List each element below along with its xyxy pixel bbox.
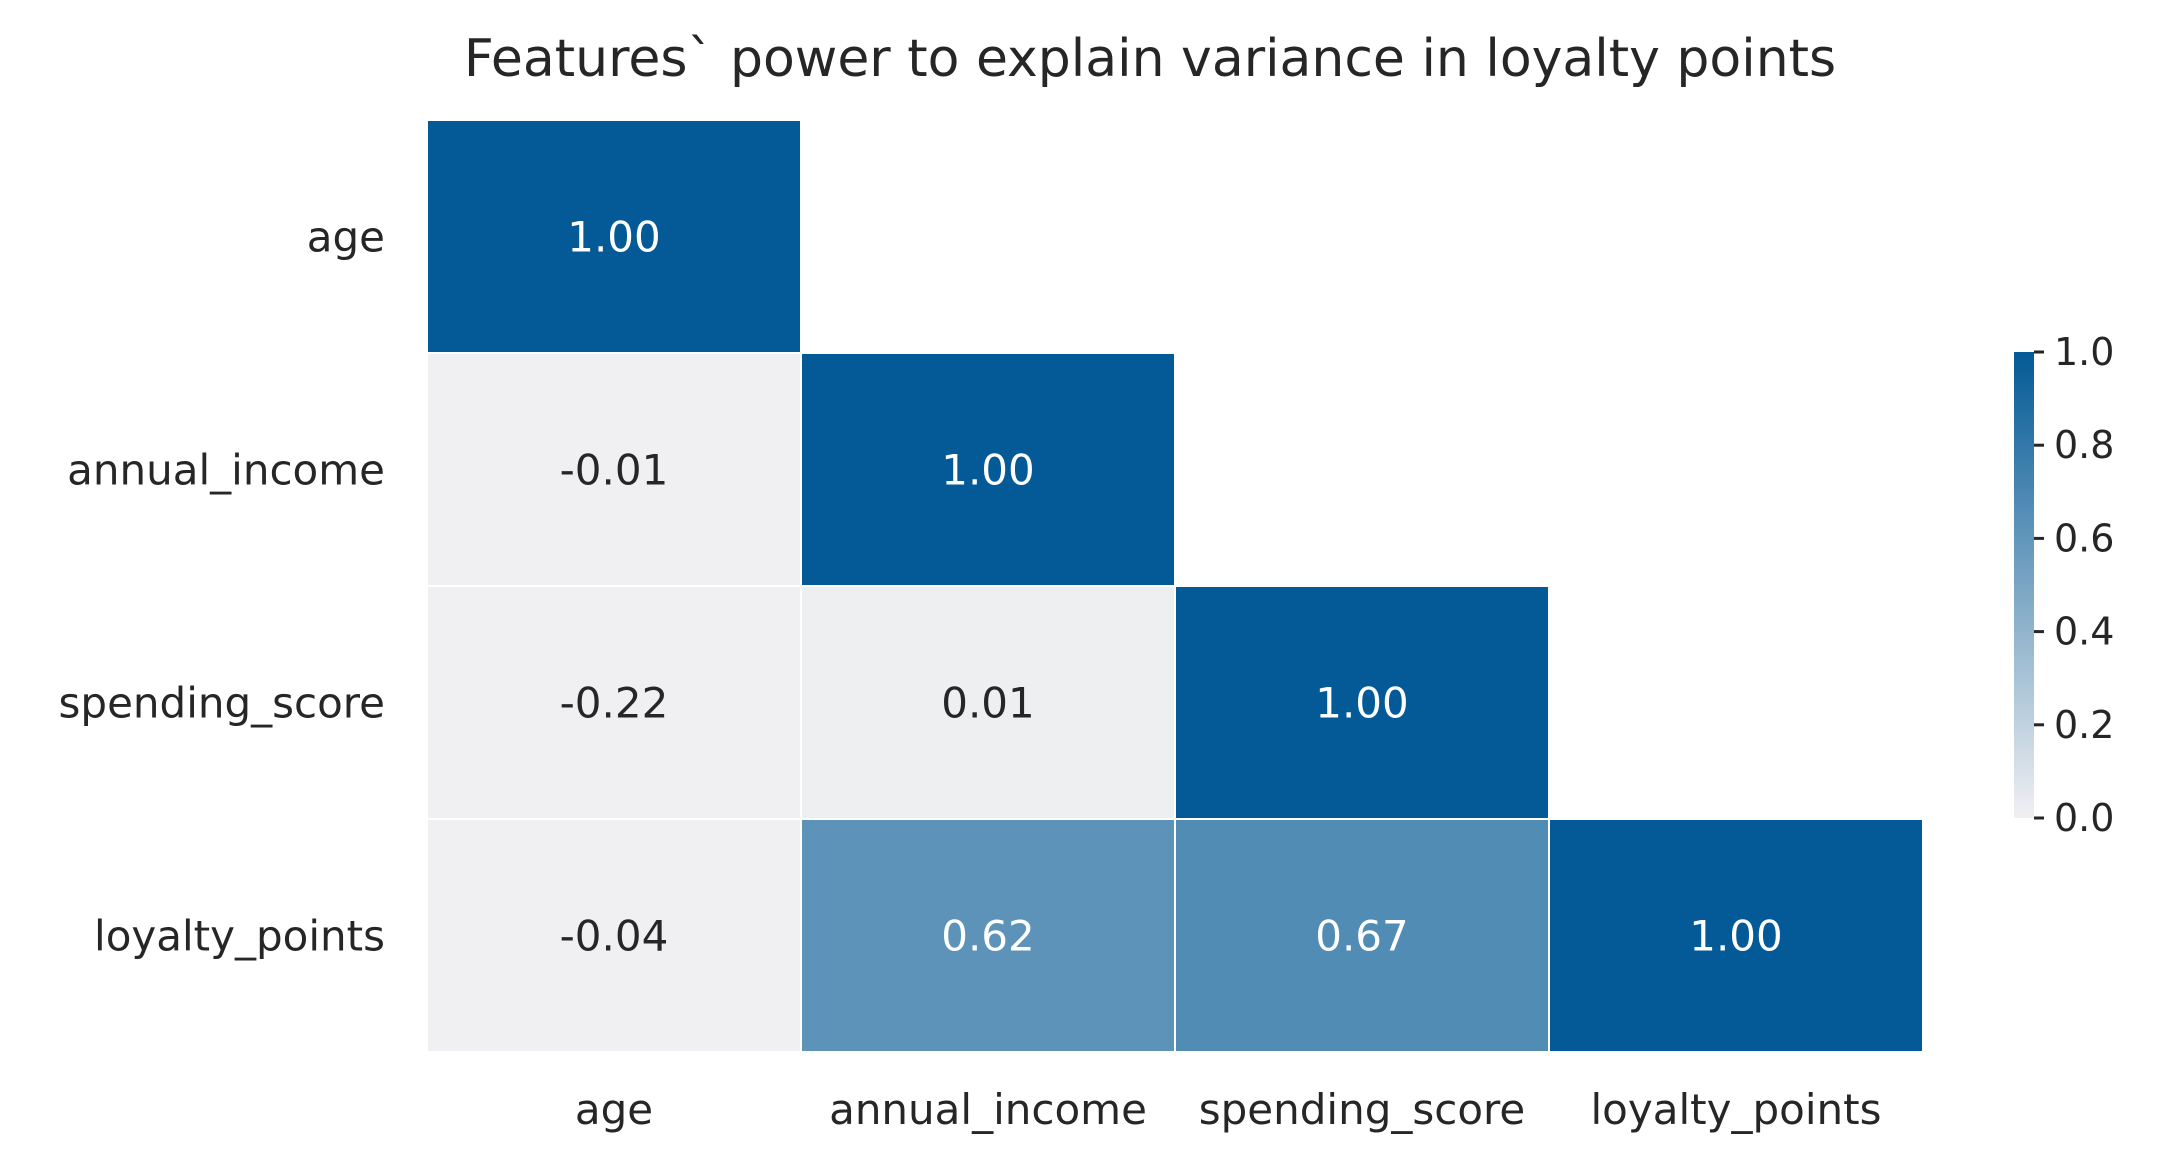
heatmap-cell-spending_score-spending_score — [1174, 585, 1550, 820]
colorbar-tick-label: 0.8 — [2054, 423, 2114, 467]
heatmap-cell-annual_income-age — [426, 352, 802, 587]
cell-value-label: -0.22 — [560, 679, 669, 728]
cell-value-label: 1.00 — [941, 446, 1035, 495]
cell-value-label: 0.62 — [941, 912, 1035, 961]
column-label-spending_score: spending_score — [1199, 1085, 1525, 1134]
row-label-loyalty_points: loyalty_points — [94, 912, 385, 961]
heatmap-cells: 1.00 -0.01 1.00 -0.22 0.01 1.00 -0.04 0.62 0.67 1… — [426, 119, 1924, 1053]
heatmap-cell-loyalty_points-age — [426, 818, 802, 1053]
chart-title: Features` power to explain variance in l… — [464, 29, 1836, 89]
heatmap-cell-annual_income-annual_income — [800, 352, 1176, 587]
row-label-spending_score: spending_score — [59, 679, 385, 728]
colorbar-tick-label: 1.0 — [2054, 330, 2114, 374]
cell-value-label: -0.04 — [560, 912, 669, 961]
heatmap-cell-loyalty_points-spending_score — [1174, 818, 1550, 1053]
heatmap-cell-spending_score-age — [426, 585, 802, 820]
column-label-age: age — [575, 1085, 653, 1134]
cell-value-label: 0.01 — [941, 679, 1035, 728]
column-label-loyalty_points: loyalty_points — [1591, 1085, 1882, 1134]
cell-value-label: 1.00 — [1315, 679, 1409, 728]
colorbar: 0.0 0.2 0.4 0.6 0.8 1.0 — [2014, 330, 2114, 840]
colorbar-tick-label: 0.0 — [2054, 796, 2114, 840]
heatmap-cell-loyalty_points-annual_income — [800, 818, 1176, 1053]
column-labels: age annual_income spending_score loyalty_po… — [575, 1085, 1882, 1134]
row-label-age: age — [307, 213, 385, 262]
column-label-annual_income: annual_income — [829, 1085, 1147, 1134]
colorbar-tick-label: 0.2 — [2054, 703, 2114, 747]
heatmap-cell-loyalty_points-loyalty_points — [1548, 818, 1924, 1053]
cell-value-label: 1.00 — [567, 213, 661, 262]
heatmap-cell-age-age — [426, 119, 802, 354]
heatmap-cell-spending_score-annual_income — [800, 585, 1176, 820]
cell-value-label: -0.01 — [560, 446, 669, 495]
colorbar-tick-label: 0.6 — [2054, 516, 2114, 560]
row-label-annual_income: annual_income — [67, 446, 385, 495]
colorbar-tick-label: 0.4 — [2054, 610, 2114, 654]
cell-value-label: 1.00 — [1689, 912, 1783, 961]
colorbar-gradient — [2014, 352, 2034, 818]
row-labels: age annual_income spending_score loyalty_po… — [59, 213, 385, 961]
cell-value-label: 0.67 — [1315, 912, 1409, 961]
